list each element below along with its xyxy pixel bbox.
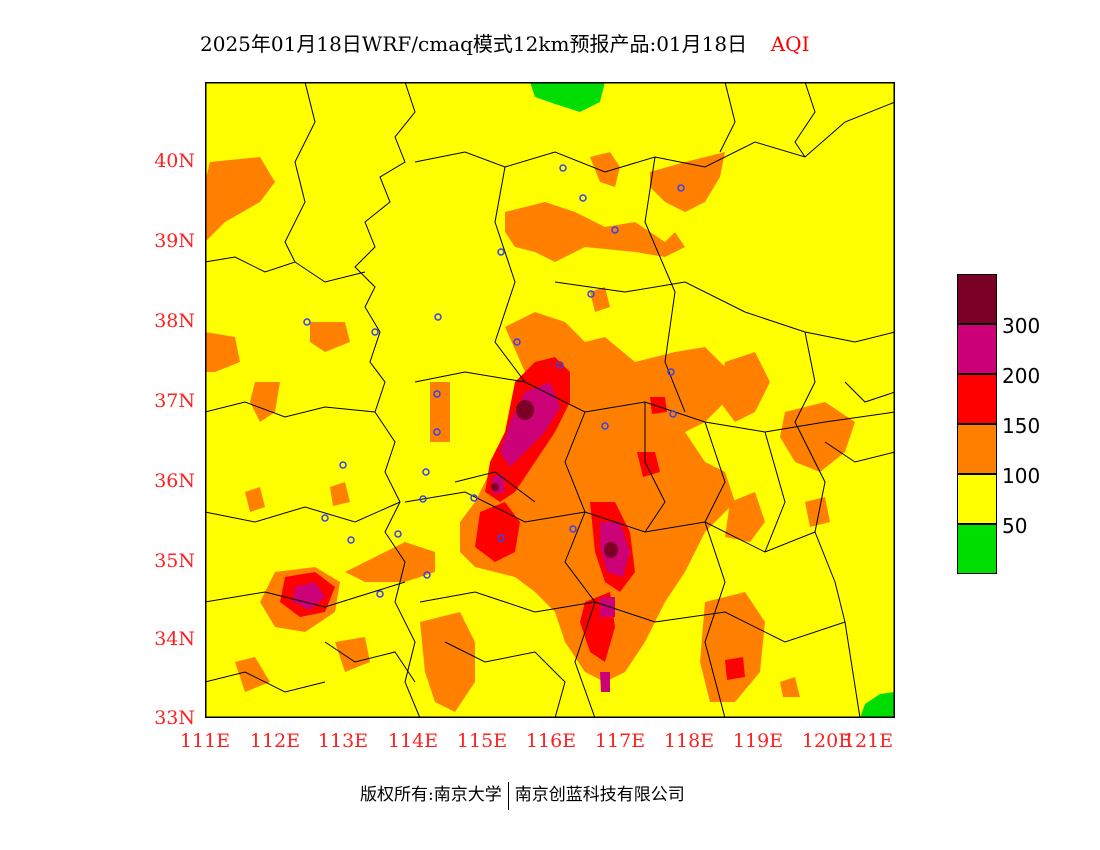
lat-label: 39N: [154, 230, 195, 252]
lat-label: 40N: [154, 150, 195, 172]
footer-right: 南京创蓝科技有限公司: [514, 785, 685, 805]
station-markers: [303, 164, 685, 598]
lat-label: 38N: [154, 310, 195, 332]
lon-label: 113E: [317, 730, 369, 752]
aqi-legend: [957, 274, 997, 574]
lon-label: 117E: [594, 730, 646, 752]
legend-label: 300: [1002, 314, 1041, 338]
lat-label: 35N: [154, 550, 195, 572]
legend-label: 200: [1002, 364, 1041, 388]
aqi-map: [205, 82, 895, 718]
legend-swatch: [957, 424, 997, 474]
green-area-southeast: [860, 692, 895, 718]
lat-label: 34N: [154, 628, 195, 650]
lon-label: 115E: [456, 730, 508, 752]
legend-swatch: [957, 374, 997, 424]
magenta-regions: [293, 382, 630, 692]
legend-swatch: [957, 324, 997, 374]
lon-label: 121E: [842, 730, 894, 752]
lat-label: 36N: [154, 470, 195, 492]
chart-title: 2025年01月18日WRF/cmaq模式12km预报产品:01月18日 AQI: [200, 28, 809, 56]
lon-label: 118E: [663, 730, 715, 752]
lon-label: 112E: [249, 730, 301, 752]
boundary-lines: [205, 82, 895, 718]
footer-separator: [507, 781, 509, 810]
title-variable: AQI: [770, 32, 810, 56]
copyright-footer: 版权所有:南京大学 南京创蓝科技有限公司: [360, 780, 685, 810]
lat-label: 37N: [154, 390, 195, 412]
legend-swatch: [957, 474, 997, 524]
legend-label: 150: [1002, 414, 1041, 438]
lon-label: 114E: [387, 730, 439, 752]
legend-label: 50: [1002, 514, 1028, 538]
title-main: 2025年01月18日WRF/cmaq模式12km预报产品:01月18日: [200, 32, 748, 56]
lon-label: 120E: [801, 730, 853, 752]
green-area-north: [530, 82, 605, 112]
lon-label: 111E: [179, 730, 231, 752]
lat-label: 33N: [154, 707, 195, 729]
map-frame: [205, 82, 895, 718]
lon-label: 119E: [732, 730, 784, 752]
legend-label: 100: [1002, 464, 1041, 488]
footer-left: 版权所有:南京大学: [360, 785, 502, 805]
lon-label: 116E: [525, 730, 577, 752]
maroon-regions: [491, 400, 618, 558]
legend-swatch: [957, 274, 997, 324]
legend-swatch: [957, 524, 997, 574]
